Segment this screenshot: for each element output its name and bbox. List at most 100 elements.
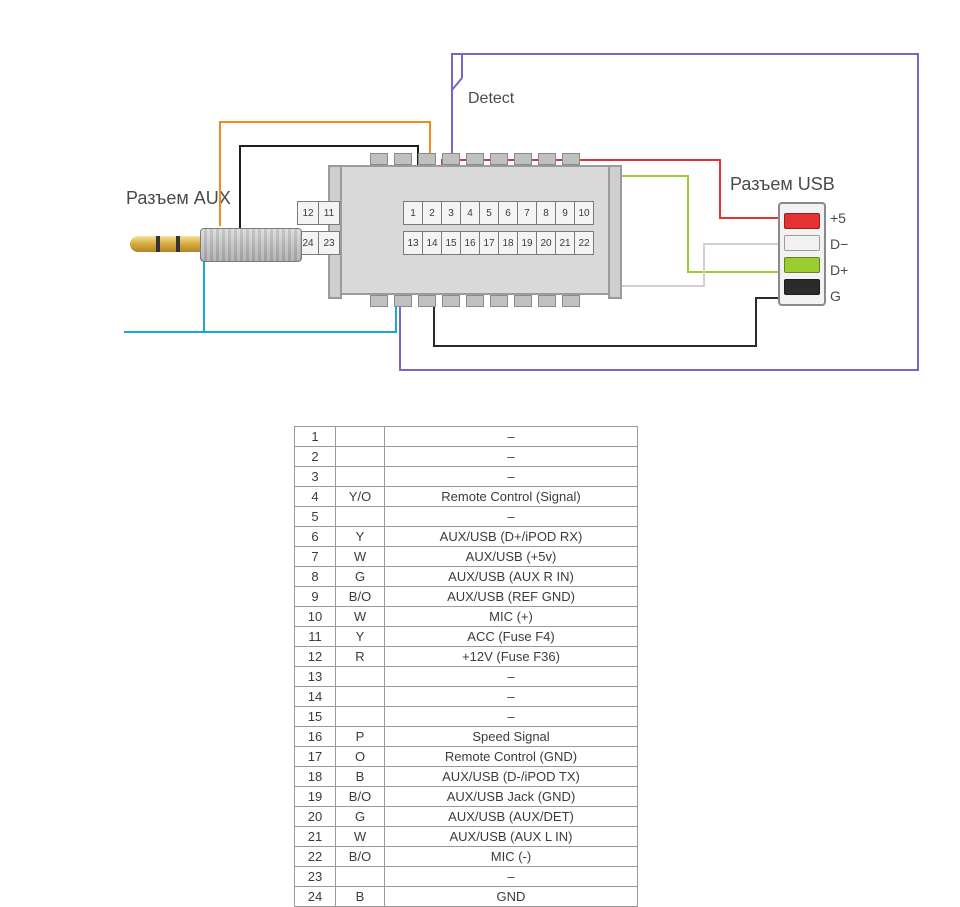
pin-cell: 4 — [460, 201, 480, 225]
table-cell: B/O — [336, 787, 385, 807]
usb-pin — [784, 235, 820, 251]
table-row: 24BGND — [295, 887, 638, 907]
pin-grid: 10987654321 22212019181716151413 — [356, 201, 594, 255]
table-cell: Y — [336, 627, 385, 647]
table-row: 3– — [295, 467, 638, 487]
usb-pin-label: D− — [830, 236, 848, 252]
connector-teeth-top — [370, 155, 580, 165]
table-cell — [336, 427, 385, 447]
table-cell: 13 — [295, 667, 336, 687]
table-cell: – — [385, 427, 638, 447]
table-cell: AUX/USB (AUX/DET) — [385, 807, 638, 827]
usb-connector — [778, 202, 826, 306]
pin-cell: 1 — [403, 201, 423, 225]
table-cell: 20 — [295, 807, 336, 827]
table-row: 16PSpeed Signal — [295, 727, 638, 747]
pinout-table: 1–2–3–4Y/ORemote Control (Signal)5–6YAUX… — [294, 426, 638, 907]
table-cell — [336, 667, 385, 687]
table-row: 9B/OAUX/USB (REF GND) — [295, 587, 638, 607]
table-cell: W — [336, 607, 385, 627]
table-cell: P — [336, 727, 385, 747]
table-row: 13 – — [295, 667, 638, 687]
pin-cell: 22 — [574, 231, 594, 255]
table-cell: G — [336, 807, 385, 827]
pin-cell: 13 — [403, 231, 423, 255]
pin-cell: 11 — [318, 201, 340, 225]
pin-cell: 12 — [297, 201, 319, 225]
table-cell: 15 — [295, 707, 336, 727]
table-cell: Y/O — [336, 487, 385, 507]
table-row: 20GAUX/USB (AUX/DET) — [295, 807, 638, 827]
table-cell — [336, 467, 385, 487]
usb-pin — [784, 213, 820, 229]
table-cell: AUX/USB (REF GND) — [385, 587, 638, 607]
pin-cell: 20 — [536, 231, 556, 255]
pin-cell: 16 — [460, 231, 480, 255]
table-row: 12R+12V (Fuse F36) — [295, 647, 638, 667]
connector-tab-right — [608, 165, 622, 299]
usb-pin-label: +5 — [830, 210, 846, 226]
pin-cell: 10 — [574, 201, 594, 225]
table-row: 1– — [295, 427, 638, 447]
usb-pin-label: D+ — [830, 262, 848, 278]
pin-cell: 18 — [498, 231, 518, 255]
table-row: 11YACC (Fuse F4) — [295, 627, 638, 647]
table-cell: – — [385, 467, 638, 487]
table-cell: AUX/USB Jack (GND) — [385, 787, 638, 807]
table-row: 5– — [295, 507, 638, 527]
table-row: 19B/OAUX/USB Jack (GND) — [295, 787, 638, 807]
aux-ring — [156, 236, 160, 252]
table-cell: Speed Signal — [385, 727, 638, 747]
table-cell: – — [385, 707, 638, 727]
table-cell: 17 — [295, 747, 336, 767]
pin-cell: 2 — [422, 201, 442, 225]
usb-pin — [784, 279, 820, 295]
usb-pin — [784, 257, 820, 273]
table-row: 8GAUX/USB (AUX R IN) — [295, 567, 638, 587]
table-cell: 24 — [295, 887, 336, 907]
table-cell: AUX/USB (AUX L IN) — [385, 827, 638, 847]
table-cell: – — [385, 867, 638, 887]
pin-cell: 21 — [555, 231, 575, 255]
table-row: 22B/OMIC (-) — [295, 847, 638, 867]
table-cell: AUX/USB (+5v) — [385, 547, 638, 567]
table-cell: 12 — [295, 647, 336, 667]
table-row: 4Y/ORemote Control (Signal) — [295, 487, 638, 507]
table-row: 23 – — [295, 867, 638, 887]
side-pin-row: 24 23 — [298, 231, 340, 255]
table-cell: Remote Control (GND) — [385, 747, 638, 767]
pin-cell: 3 — [441, 201, 461, 225]
table-cell: 11 — [295, 627, 336, 647]
table-cell: 6 — [295, 527, 336, 547]
aux-jack — [130, 220, 300, 268]
diagram-stage: Разъем AUX Разъем USB Detect — [0, 0, 960, 874]
table-cell — [336, 447, 385, 467]
table-cell: GND — [385, 887, 638, 907]
usb-pin-label: G — [830, 288, 841, 304]
aux-ring — [176, 236, 180, 252]
table-row: 6YAUX/USB (D+/iPOD RX) — [295, 527, 638, 547]
table-row: 18BAUX/USB (D-/iPOD TX) — [295, 767, 638, 787]
detect-label: Detect — [468, 90, 514, 108]
connector-teeth-bottom — [370, 295, 580, 305]
table-cell: 10 — [295, 607, 336, 627]
pin-cell: 23 — [318, 231, 340, 255]
table-cell: 8 — [295, 567, 336, 587]
main-connector: 12 11 24 23 10987654321 2221201918171615… — [340, 155, 610, 305]
table-row: 10WMIC (+) — [295, 607, 638, 627]
table-cell: – — [385, 447, 638, 467]
table-row: 15 – — [295, 707, 638, 727]
table-cell: 19 — [295, 787, 336, 807]
pin-cell: 14 — [422, 231, 442, 255]
table-cell: 23 — [295, 867, 336, 887]
side-pin-row: 12 11 — [298, 201, 340, 225]
table-cell: W — [336, 827, 385, 847]
aux-body — [200, 228, 302, 262]
table-cell: – — [385, 667, 638, 687]
table-cell: 5 — [295, 507, 336, 527]
table-row: 2– — [295, 447, 638, 467]
pin-row-top: 10987654321 — [356, 201, 594, 225]
aux-tip — [130, 236, 204, 252]
table-cell: MIC (+) — [385, 607, 638, 627]
usb-title-label: Разъем USB — [730, 174, 835, 195]
